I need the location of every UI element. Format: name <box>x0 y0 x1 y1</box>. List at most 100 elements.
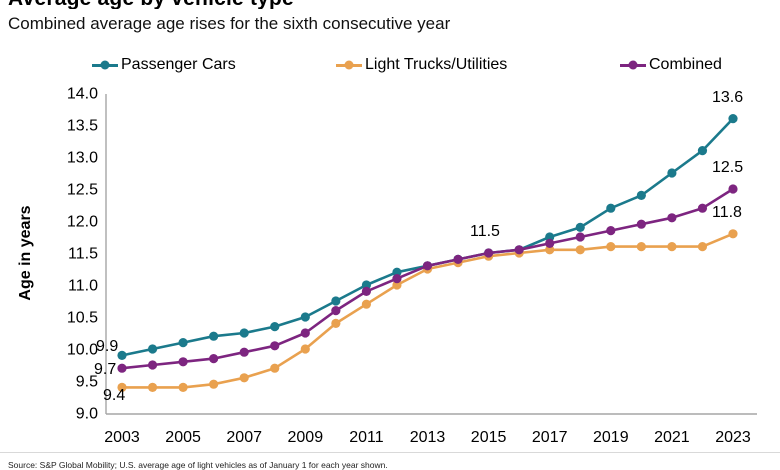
source-note: Source: S&P Global Mobility; U.S. averag… <box>8 460 388 470</box>
series-point-combined <box>575 232 585 242</box>
series-point-combined <box>697 203 708 213</box>
x-tick-label: 2007 <box>226 429 262 446</box>
x-tick-label: 2015 <box>471 429 507 446</box>
chart-legend: Passenger Cars Light Trucks/Utilities Comb… <box>0 56 780 78</box>
footer-divider <box>0 452 780 453</box>
legend-label: Passenger Cars <box>121 56 236 73</box>
legend-item-light-trucks-utilities: Light Trucks/Utilities <box>336 56 507 74</box>
y-axis-title: Age in years <box>17 205 34 300</box>
series-point-light-trucks-utilities <box>117 382 127 392</box>
series-point-light-trucks-utilities <box>331 318 341 328</box>
chart-title-clipped: Average age by vehicle type <box>8 0 294 9</box>
series-point-combined <box>422 261 433 271</box>
y-tick-label: 14.0 <box>67 86 98 103</box>
series-point-combined <box>453 254 463 264</box>
series-point-combined <box>545 238 555 248</box>
series-point-light-trucks-utilities <box>270 363 280 373</box>
series-point-passenger-cars <box>545 232 555 242</box>
series-point-passenger-cars <box>209 331 219 341</box>
series-point-combined <box>392 274 402 284</box>
y-tick-label: 13.5 <box>67 118 98 135</box>
series-point-light-trucks-utilities <box>545 245 555 255</box>
series-point-light-trucks-utilities <box>361 299 371 309</box>
x-tick-label: 2011 <box>349 429 384 446</box>
series-point-combined <box>147 360 158 370</box>
series-point-combined <box>667 213 677 223</box>
legend-marker-icon <box>92 63 118 67</box>
series-point-passenger-cars <box>147 344 158 354</box>
series-point-passenger-cars <box>117 350 127 360</box>
chart-title: Average age by vehicle type <box>8 0 294 9</box>
series-point-light-trucks-utilities <box>575 245 585 255</box>
series-point-light-trucks-utilities <box>667 242 677 252</box>
y-tick-label: 10.5 <box>67 310 98 327</box>
chart-subtitle: Combined average age rises for the sixth… <box>8 14 451 33</box>
series-point-light-trucks-utilities <box>209 379 219 389</box>
series-point-combined <box>117 363 127 373</box>
data-label: 13.6 <box>712 89 744 106</box>
series-point-light-trucks-utilities <box>178 382 188 392</box>
series-point-light-trucks-utilities <box>606 242 616 252</box>
data-label: 9.9 <box>96 338 119 355</box>
series-point-combined <box>239 347 249 357</box>
data-label: 9.4 <box>103 387 126 404</box>
series-point-combined <box>209 354 219 364</box>
series-point-light-trucks-utilities <box>697 242 708 252</box>
x-tick-label: 2009 <box>288 429 324 446</box>
series-point-combined <box>514 245 524 255</box>
y-tick-label: 12.0 <box>67 214 98 231</box>
series-point-combined <box>728 184 738 194</box>
x-tick-label: 2021 <box>654 429 690 446</box>
series-point-passenger-cars <box>392 267 402 277</box>
legend-label: Combined <box>649 56 722 73</box>
series-point-combined <box>361 286 371 296</box>
x-tick-label: 2005 <box>165 429 201 446</box>
y-tick-label: 9.0 <box>76 406 98 423</box>
y-tick-label: 9.5 <box>76 374 98 391</box>
y-tick-label: 11.5 <box>68 246 98 263</box>
legend-item-combined: Combined <box>620 56 722 74</box>
series-point-combined <box>606 226 616 236</box>
series-point-light-trucks-utilities <box>147 382 158 392</box>
series-point-light-trucks-utilities <box>728 229 738 239</box>
series-point-combined <box>178 357 188 367</box>
legend-item-passenger-cars: Passenger Cars <box>92 56 236 74</box>
series-point-light-trucks-utilities <box>636 242 646 252</box>
series-point-passenger-cars <box>361 280 371 290</box>
data-label: 9.7 <box>94 361 117 378</box>
y-tick-label: 11.0 <box>68 278 98 295</box>
series-point-combined <box>270 341 280 351</box>
data-label: 11.8 <box>712 204 742 221</box>
series-point-passenger-cars <box>239 328 249 338</box>
series-point-passenger-cars <box>636 190 646 200</box>
series-point-light-trucks-utilities <box>239 373 249 383</box>
series-point-passenger-cars <box>667 168 677 178</box>
x-tick-label: 2013 <box>410 429 446 446</box>
series-line-combined <box>121 187 734 370</box>
series-point-passenger-cars <box>178 338 188 348</box>
series-point-light-trucks-utilities <box>300 344 310 354</box>
series-point-passenger-cars <box>331 296 341 306</box>
series-point-combined <box>300 328 310 338</box>
series-point-passenger-cars <box>606 203 616 213</box>
series-point-passenger-cars <box>697 146 708 156</box>
series-line-light-trucks-utilities <box>122 232 734 389</box>
series-point-light-trucks-utilities <box>392 280 402 290</box>
x-tick-label: 2003 <box>104 429 140 446</box>
series-point-passenger-cars <box>300 312 310 322</box>
series-line-passenger-cars <box>121 117 734 357</box>
y-tick-label: 12.5 <box>67 182 98 199</box>
x-tick-label: 2017 <box>532 429 568 446</box>
y-tick-label: 10.0 <box>67 342 98 359</box>
x-tick-label: 2019 <box>593 429 629 446</box>
x-tick-label: 2023 <box>715 429 751 446</box>
series-point-passenger-cars <box>575 222 585 232</box>
data-label: 12.5 <box>712 159 744 176</box>
y-tick-label: 13.0 <box>67 150 98 167</box>
series-point-combined <box>636 219 646 229</box>
series-point-passenger-cars <box>728 114 738 124</box>
series-point-combined <box>331 306 341 316</box>
series-point-passenger-cars <box>270 322 280 332</box>
